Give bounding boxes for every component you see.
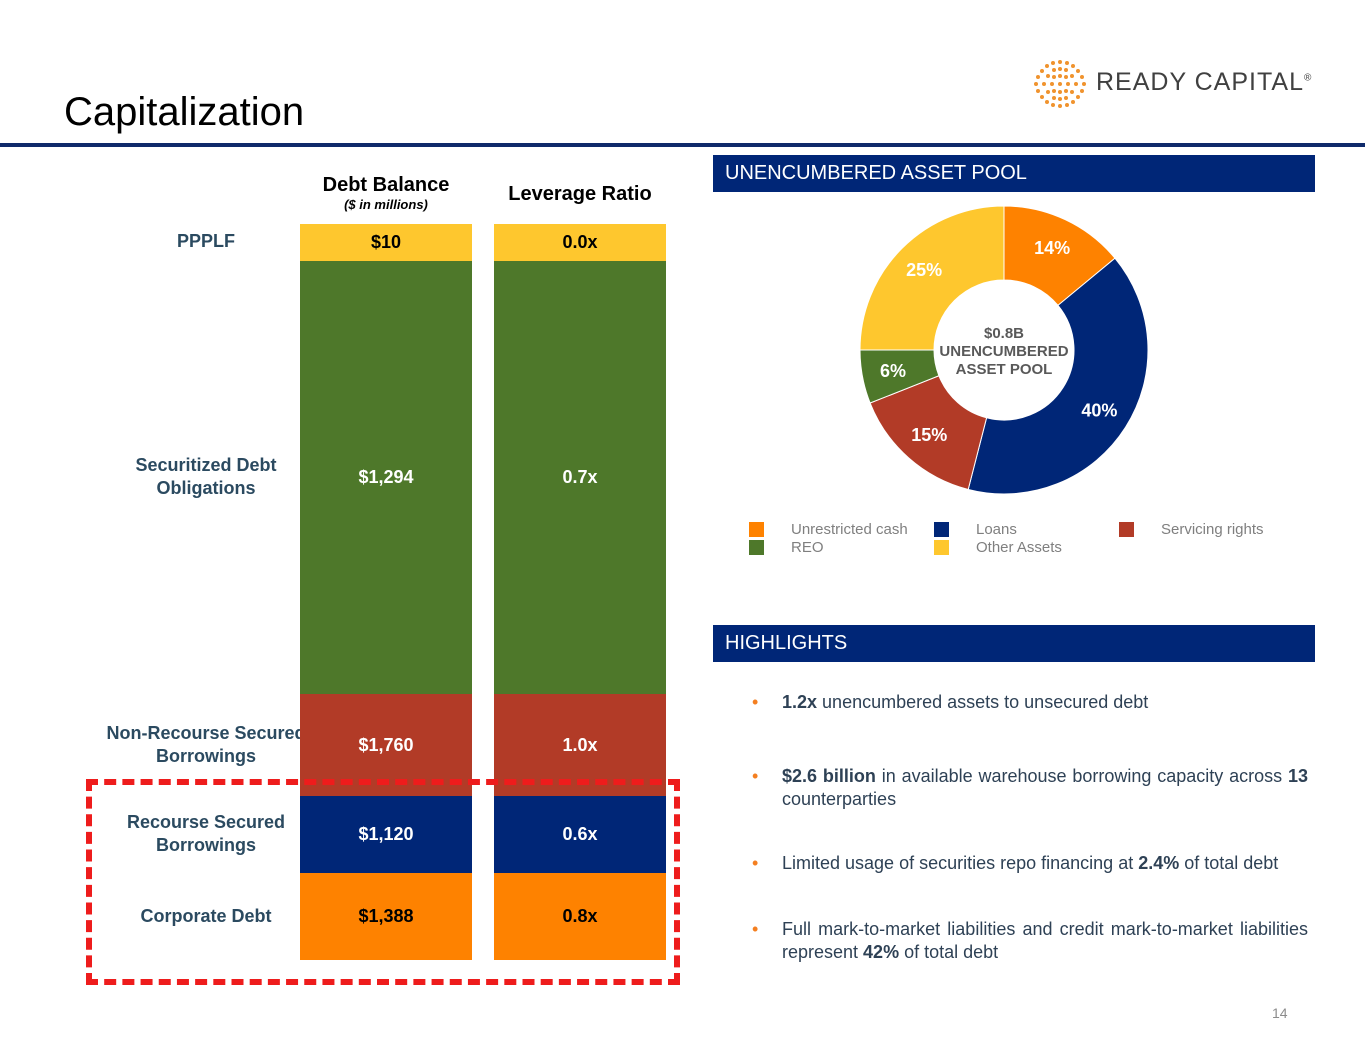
legend-label-reo: REO — [791, 539, 824, 556]
logo-dots-icon — [1034, 60, 1086, 108]
donut-label-unrestricted-cash: 14% — [1034, 238, 1070, 258]
highlight-item-4: • Full mark-to-market liabilities and cr… — [752, 918, 1308, 964]
highlight-1-bold: 1.2x — [782, 692, 818, 712]
debt-segment-securitized: $1,294 — [300, 261, 472, 694]
recourse-highlight-box — [86, 779, 680, 985]
donut-center-line-1: $0.8B — [984, 325, 1024, 342]
legend-item-reo: REO — [749, 539, 824, 556]
highlight-2-bold-count: 13 — [1287, 766, 1308, 786]
debt-segment-corporate: $1,388 — [300, 873, 472, 960]
highlight-2-text: in available warehouse borrowing capacit… — [875, 766, 1288, 786]
legend-swatch-reo — [749, 540, 764, 555]
debt-balance-column: $10 $1,294 $1,760 $1,120 $1,388 — [300, 224, 472, 960]
highlight-4-text-end: of total debt — [899, 942, 999, 962]
row-label-securitized-debt: Securitized Debt Obligations — [135, 455, 277, 498]
donut-label-other-assets: 25% — [906, 260, 942, 280]
highlight-item-3: • Limited usage of securities repo finan… — [752, 852, 1308, 875]
donut-center-line-3: ASSET POOL — [956, 361, 1053, 378]
debt-balance-subtitle: ($ in millions) — [344, 197, 428, 212]
legend-item-other-assets: Other Assets — [934, 539, 1062, 556]
debt-balance-title: Debt Balance — [322, 174, 450, 196]
leverage-ratio-column: 0.0x 0.7x 1.0x 0.6x 0.8x — [494, 224, 666, 960]
title-divider — [0, 143, 1365, 147]
legend-swatch-loans — [934, 522, 949, 537]
asset-pool-donut-chart: 14% 40% 15% 6% 25% $0.8B UNENCUMBERED ASSET … — [859, 205, 1149, 495]
logo-name: READY CAPITAL — [1096, 68, 1304, 96]
donut-label-servicing-rights: 15% — [911, 425, 947, 445]
donut-slice-other-assets — [859, 205, 1005, 351]
debt-balance-header: Debt Balance ($ in millions) — [300, 174, 472, 212]
legend-item-servicing-rights: Servicing rights — [1119, 521, 1264, 538]
bullet-icon: • — [752, 919, 759, 939]
logo-trademark: ® — [1303, 72, 1313, 84]
row-label-non-recourse: Non-Recourse Secured Borrowings — [106, 723, 306, 766]
legend-label-loans: Loans — [976, 521, 1017, 538]
page-title: Capitalization — [64, 90, 305, 134]
highlight-2-text-end: counterparties — [782, 789, 897, 809]
highlight-item-1: • 1.2x unencumbered assets to unsecured … — [752, 691, 1308, 714]
legend-item-loans: Loans — [934, 521, 1017, 538]
row-label-corporate-debt: Corporate Debt — [140, 906, 272, 926]
donut-label-reo: 6% — [880, 361, 906, 381]
donut-center-line-2: UNENCUMBERED — [939, 343, 1068, 360]
leverage-segment-securitized: 0.7x — [494, 261, 666, 694]
highlight-4-text: Full mark-to-market liabilities and cred… — [782, 919, 1308, 962]
legend-swatch-unrestricted-cash — [749, 522, 764, 537]
highlight-3-bold: 2.4% — [1138, 853, 1180, 873]
debt-segment-ppplf: $10 — [300, 224, 472, 261]
bullet-icon: • — [752, 853, 759, 873]
highlight-1-text: unencumbered assets to unsecured debt — [817, 692, 1149, 712]
legend-swatch-other-assets — [934, 540, 949, 555]
highlight-3-text-end: of total debt — [1179, 853, 1279, 873]
highlight-item-2: • $2.6 billion in available warehouse bo… — [752, 765, 1308, 811]
highlight-2-bold: $2.6 billion — [782, 766, 876, 786]
leverage-segment-corporate: 0.8x — [494, 873, 666, 960]
bullet-icon: • — [752, 692, 759, 712]
company-logo: READY CAPITAL® — [1030, 56, 1320, 112]
row-label-recourse-secured: Recourse Secured Borrowings — [126, 812, 286, 855]
leverage-ratio-header: Leverage Ratio — [508, 183, 652, 205]
page-number: 14 — [1272, 1005, 1288, 1021]
highlight-3-text: Limited usage of securities repo financi… — [782, 853, 1139, 873]
row-label-ppplf: PPPLF — [176, 231, 235, 251]
leverage-segment-ppplf: 0.0x — [494, 224, 666, 261]
legend-label-servicing-rights: Servicing rights — [1161, 521, 1264, 538]
legend-swatch-servicing-rights — [1119, 522, 1134, 537]
leverage-segment-recourse: 0.6x — [494, 796, 666, 873]
highlights-header: HIGHLIGHTS — [713, 625, 1315, 662]
debt-segment-recourse: $1,120 — [300, 796, 472, 873]
highlight-4-bold: 42% — [863, 942, 900, 962]
bullet-icon: • — [752, 766, 759, 786]
asset-pool-header: UNENCUMBERED ASSET POOL — [713, 155, 1315, 192]
logo-wordmark: READY CAPITAL® — [1096, 68, 1312, 97]
legend-item-unrestricted-cash: Unrestricted cash — [749, 521, 908, 538]
donut-label-loans: 40% — [1081, 401, 1117, 421]
legend-label-unrestricted-cash: Unrestricted cash — [791, 521, 908, 538]
legend-label-other-assets: Other Assets — [976, 539, 1062, 556]
donut-slice-loans — [967, 257, 1149, 495]
